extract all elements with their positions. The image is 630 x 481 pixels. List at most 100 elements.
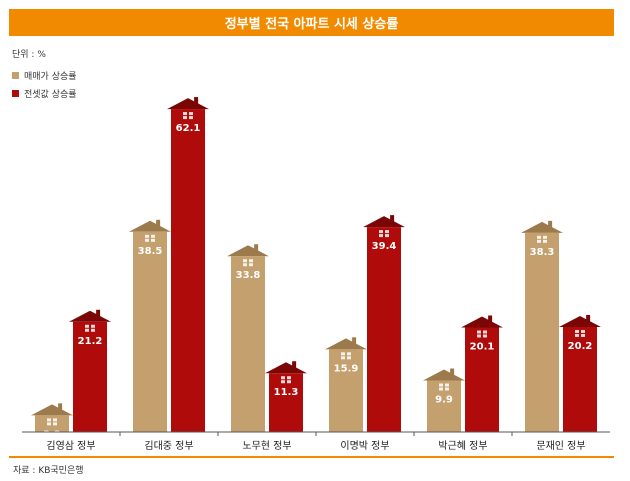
window-pane-3 bbox=[445, 387, 449, 391]
bar-roof-sale-1 bbox=[129, 220, 171, 232]
bar-window-sale-4 bbox=[439, 383, 449, 391]
window-pane-3 bbox=[91, 328, 95, 332]
bar-chimney-sale-4 bbox=[450, 368, 455, 376]
bar-chimney-jeonse-0 bbox=[96, 309, 101, 317]
bar-chimney-jeonse-5 bbox=[586, 314, 591, 322]
bar-roof-jeonse-3 bbox=[363, 216, 405, 228]
bottom-divider bbox=[9, 456, 614, 458]
bar-sale-3 bbox=[329, 349, 363, 432]
window-pane-0 bbox=[183, 112, 187, 116]
bar-chimney-sale-3 bbox=[352, 337, 357, 345]
bar-value-label-jeonse-1: 62.1 bbox=[176, 123, 201, 134]
bar-window-jeonse-0 bbox=[85, 324, 95, 332]
bar-roof-jeonse-5 bbox=[559, 315, 601, 327]
category-label-3: 이명박 정부 bbox=[340, 440, 389, 452]
bar-jeonse-3 bbox=[367, 227, 401, 432]
legend-swatch-sale bbox=[12, 71, 19, 79]
window-pane-3 bbox=[347, 356, 351, 360]
unit-label: 단위 : % bbox=[12, 50, 46, 60]
bar-roof-jeonse-0 bbox=[69, 310, 111, 322]
window-pane-3 bbox=[53, 422, 57, 426]
bar-roof-sale-2 bbox=[227, 245, 269, 257]
window-pane-3 bbox=[189, 116, 193, 120]
window-pane-2 bbox=[183, 116, 187, 120]
window-pane-3 bbox=[249, 263, 253, 267]
window-pane-0 bbox=[379, 230, 383, 234]
bar-sale-4 bbox=[427, 380, 461, 432]
window-pane-2 bbox=[477, 334, 481, 338]
bar-sale-2 bbox=[231, 256, 265, 432]
window-pane-1 bbox=[445, 383, 449, 387]
category-label-0: 김영삼 정부 bbox=[46, 440, 95, 452]
window-pane-3 bbox=[151, 238, 155, 242]
window-pane-0 bbox=[439, 383, 443, 387]
window-pane-0 bbox=[575, 329, 579, 333]
bar-value-label-jeonse-5: 20.2 bbox=[568, 341, 593, 352]
window-pane-3 bbox=[385, 234, 389, 238]
bar-chimney-sale-2 bbox=[254, 244, 259, 252]
bar-sale-1 bbox=[133, 231, 167, 432]
window-pane-0 bbox=[341, 352, 345, 356]
bar-window-jeonse-2 bbox=[281, 376, 291, 384]
window-pane-0 bbox=[537, 235, 541, 239]
bar-sale-0 bbox=[35, 415, 69, 432]
bar-value-label-jeonse-2: 11.3 bbox=[274, 387, 299, 398]
window-pane-0 bbox=[477, 330, 481, 334]
bar-chimney-sale-0 bbox=[58, 403, 63, 411]
bar-value-label-jeonse-4: 20.1 bbox=[470, 341, 495, 352]
window-pane-3 bbox=[483, 334, 487, 338]
legend-item-jeonse: 전셋값 상승률 bbox=[12, 86, 77, 100]
window-pane-2 bbox=[439, 387, 443, 391]
window-pane-2 bbox=[47, 422, 51, 426]
bar-roof-sale-5 bbox=[521, 221, 563, 233]
window-pane-2 bbox=[379, 234, 383, 238]
bar-roof-sale-0 bbox=[31, 404, 73, 416]
window-pane-1 bbox=[483, 330, 487, 334]
window-pane-3 bbox=[287, 380, 291, 384]
window-pane-1 bbox=[581, 329, 585, 333]
window-pane-2 bbox=[281, 380, 285, 384]
window-pane-0 bbox=[85, 324, 89, 328]
window-pane-1 bbox=[91, 324, 95, 328]
bar-chimney-jeonse-2 bbox=[292, 361, 297, 369]
bar-chimney-jeonse-4 bbox=[488, 315, 493, 323]
bar-jeonse-4 bbox=[465, 327, 499, 432]
bar-roof-sale-4 bbox=[423, 369, 465, 381]
bar-value-label-sale-2: 33.8 bbox=[236, 270, 261, 281]
bar-chimney-jeonse-1 bbox=[194, 97, 199, 105]
window-pane-3 bbox=[581, 333, 585, 337]
bar-chimney-sale-5 bbox=[548, 220, 553, 228]
bar-roof-jeonse-1 bbox=[167, 98, 209, 110]
bar-value-label-sale-5: 38.3 bbox=[530, 247, 555, 258]
bar-roof-jeonse-2 bbox=[265, 362, 307, 374]
bar-value-label-sale-3: 15.9 bbox=[334, 363, 359, 374]
window-pane-0 bbox=[243, 259, 247, 263]
window-pane-2 bbox=[537, 239, 541, 243]
legend-label-sale: 매매가 상승률 bbox=[24, 71, 77, 82]
window-pane-1 bbox=[189, 112, 193, 116]
chart-title: 정부별 전국 아파트 시세 상승률 bbox=[9, 9, 614, 36]
window-pane-1 bbox=[287, 376, 291, 380]
category-label-1: 김대중 정부 bbox=[144, 440, 193, 452]
bar-jeonse-2 bbox=[269, 373, 303, 432]
bar-window-sale-2 bbox=[243, 259, 253, 267]
bar-value-label-sale-1: 38.5 bbox=[138, 246, 163, 257]
bar-jeonse-5 bbox=[563, 326, 597, 432]
window-pane-1 bbox=[249, 259, 253, 263]
source-note: 자료 : KB국민은행 bbox=[13, 466, 84, 476]
bar-value-label-sale-0: 3.2 bbox=[43, 429, 61, 440]
legend-label-jeonse: 전셋값 상승률 bbox=[24, 89, 77, 100]
window-pane-2 bbox=[575, 333, 579, 337]
bar-jeonse-0 bbox=[73, 321, 107, 432]
bar-chimney-sale-1 bbox=[156, 219, 161, 227]
bar-window-jeonse-3 bbox=[379, 230, 389, 238]
bar-window-sale-1 bbox=[145, 234, 155, 242]
bar-value-label-jeonse-0: 21.2 bbox=[78, 336, 103, 347]
window-pane-0 bbox=[47, 418, 51, 422]
bar-roof-jeonse-4 bbox=[461, 316, 503, 328]
bar-window-jeonse-5 bbox=[575, 329, 585, 337]
window-pane-1 bbox=[385, 230, 389, 234]
window-pane-2 bbox=[145, 238, 149, 242]
bar-window-jeonse-4 bbox=[477, 330, 487, 338]
